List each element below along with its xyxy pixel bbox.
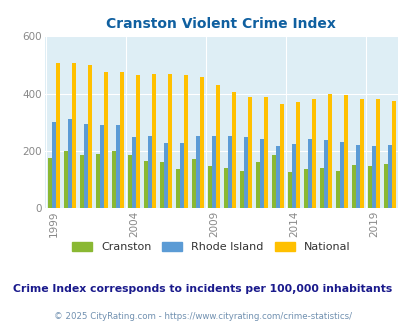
Bar [311, 99, 315, 208]
Bar [291, 145, 295, 208]
Bar [196, 136, 200, 208]
Title: Cranston Violent Crime Index: Cranston Violent Crime Index [106, 17, 335, 31]
Bar [144, 161, 148, 208]
Bar [351, 165, 355, 208]
Bar [68, 119, 72, 208]
Bar [176, 169, 180, 208]
Bar [64, 151, 68, 208]
Bar [128, 155, 132, 208]
Bar [263, 97, 267, 208]
Bar [247, 97, 252, 208]
Bar [279, 104, 284, 208]
Bar [239, 171, 243, 208]
Bar [271, 155, 275, 208]
Bar [215, 85, 220, 208]
Text: Crime Index corresponds to incidents per 100,000 inhabitants: Crime Index corresponds to incidents per… [13, 284, 392, 294]
Text: © 2025 CityRating.com - https://www.cityrating.com/crime-statistics/: © 2025 CityRating.com - https://www.city… [54, 313, 351, 321]
Bar [100, 125, 104, 208]
Bar [208, 166, 211, 208]
Bar [343, 95, 347, 208]
Bar [224, 168, 228, 208]
Bar [256, 162, 259, 208]
Bar [383, 164, 387, 208]
Bar [355, 145, 359, 208]
Bar [72, 63, 76, 208]
Bar [228, 136, 232, 208]
Bar [371, 146, 375, 208]
Bar [96, 153, 100, 208]
Bar [232, 92, 235, 208]
Bar [391, 101, 395, 208]
Bar [84, 123, 88, 208]
Bar [295, 102, 299, 208]
Bar [319, 168, 323, 208]
Legend: Cranston, Rhode Island, National: Cranston, Rhode Island, National [67, 238, 354, 257]
Bar [339, 142, 343, 208]
Bar [112, 151, 116, 208]
Bar [243, 137, 247, 208]
Bar [120, 72, 124, 208]
Bar [200, 78, 204, 208]
Bar [335, 171, 339, 208]
Bar [180, 143, 183, 208]
Bar [136, 76, 140, 208]
Bar [52, 122, 56, 208]
Bar [327, 93, 331, 208]
Bar [164, 143, 168, 208]
Bar [152, 74, 156, 208]
Bar [375, 99, 379, 208]
Bar [287, 172, 291, 208]
Bar [148, 136, 152, 208]
Bar [132, 137, 136, 208]
Bar [367, 166, 371, 208]
Bar [192, 159, 196, 208]
Bar [303, 169, 307, 208]
Bar [275, 146, 279, 208]
Bar [323, 140, 327, 208]
Bar [88, 65, 92, 208]
Bar [56, 63, 60, 208]
Bar [168, 74, 172, 208]
Bar [104, 72, 108, 208]
Bar [160, 162, 164, 208]
Bar [80, 155, 84, 208]
Bar [307, 139, 311, 208]
Bar [359, 99, 363, 208]
Bar [211, 136, 215, 208]
Bar [116, 125, 120, 208]
Bar [183, 75, 188, 208]
Bar [259, 139, 263, 208]
Bar [48, 158, 52, 208]
Bar [387, 145, 391, 208]
